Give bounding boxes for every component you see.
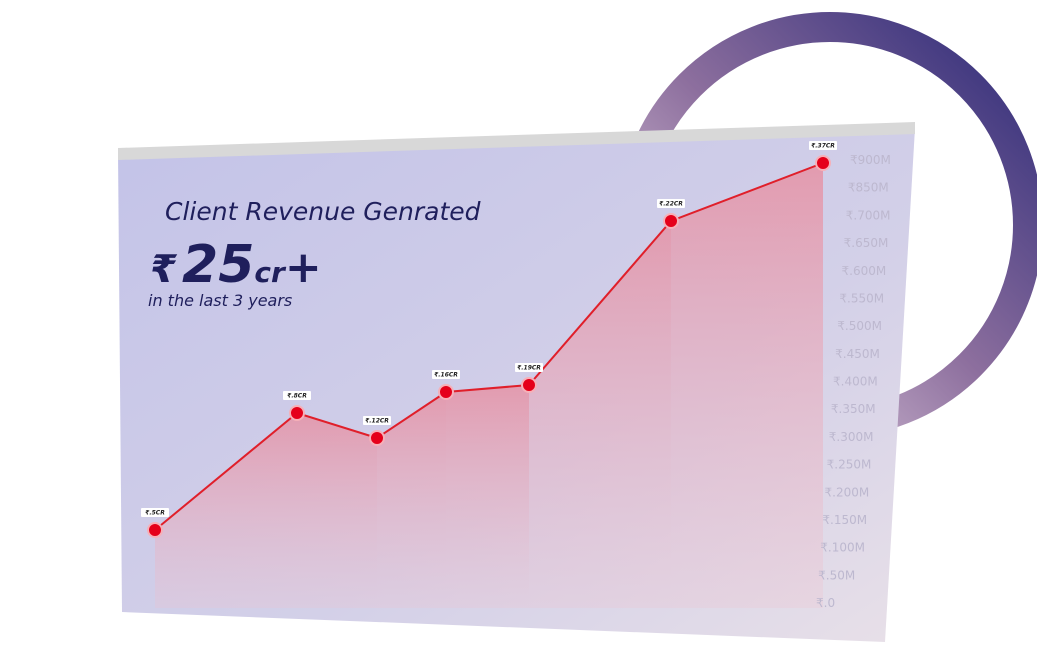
point-label: ₹.22CR (659, 201, 683, 208)
point (815, 155, 831, 171)
point-label-box (283, 391, 311, 400)
point-label: ₹.19CR (517, 365, 541, 372)
headline-title: Client Revenue Genrated (165, 197, 481, 226)
axis-label: ₹.450M (835, 347, 880, 361)
axis-label: ₹.250M (827, 458, 872, 472)
panel-edge (118, 122, 915, 160)
point-label-box (809, 141, 837, 150)
axis-label: ₹.600M (842, 264, 887, 278)
point-label: ₹.5CR (145, 510, 165, 517)
area-segment (671, 163, 823, 608)
point-label-box (657, 199, 685, 208)
headline-subtitle: in the last 3 years (148, 291, 292, 310)
area-segment (529, 221, 671, 608)
area-segment (297, 413, 377, 608)
axis: ₹900M ₹850M ₹.700M ₹.650M ₹.600M ₹.550M ₹.500M… (816, 153, 891, 610)
point-label: ₹.8CR (287, 393, 307, 400)
axis-label: ₹.700M (846, 208, 891, 222)
headline-figure: ₹ 25cr+ (150, 235, 322, 295)
area-segment (155, 413, 297, 608)
axis-label: ₹850M (848, 181, 889, 195)
axis-label: ₹.100M (820, 541, 865, 555)
axis-label: ₹.50M (818, 568, 855, 582)
plot: ₹.5CR ₹.8CR ₹.12CR ₹.16CR ₹.19CR ₹.22CR ₹.37CR (141, 141, 837, 608)
point (147, 522, 163, 538)
point (663, 213, 679, 229)
axis-label: ₹.350M (831, 402, 876, 416)
axis-label: ₹.0 (816, 596, 835, 610)
area-segment (377, 392, 446, 608)
axis-label: ₹.200M (825, 485, 870, 499)
point-label-box (141, 508, 169, 517)
point (369, 430, 385, 446)
point (289, 405, 305, 421)
point-label-box (515, 363, 543, 372)
point-label-box (363, 416, 391, 425)
area-segment (446, 385, 529, 608)
point-label: ₹.12CR (365, 418, 389, 425)
point-label: ₹.37CR (811, 143, 835, 150)
axis-label: ₹900M (850, 153, 891, 167)
axis-label: ₹.550M (839, 291, 884, 305)
point-label: ₹.16CR (434, 372, 458, 379)
axis-label: ₹.150M (822, 513, 867, 527)
point (521, 377, 537, 393)
axis-label: ₹.300M (829, 430, 874, 444)
point-label-box (432, 370, 460, 379)
point (438, 384, 454, 400)
axis-label: ₹.650M (844, 236, 889, 250)
axis-label: ₹.500M (837, 319, 882, 333)
axis-label: ₹.400M (833, 375, 878, 389)
